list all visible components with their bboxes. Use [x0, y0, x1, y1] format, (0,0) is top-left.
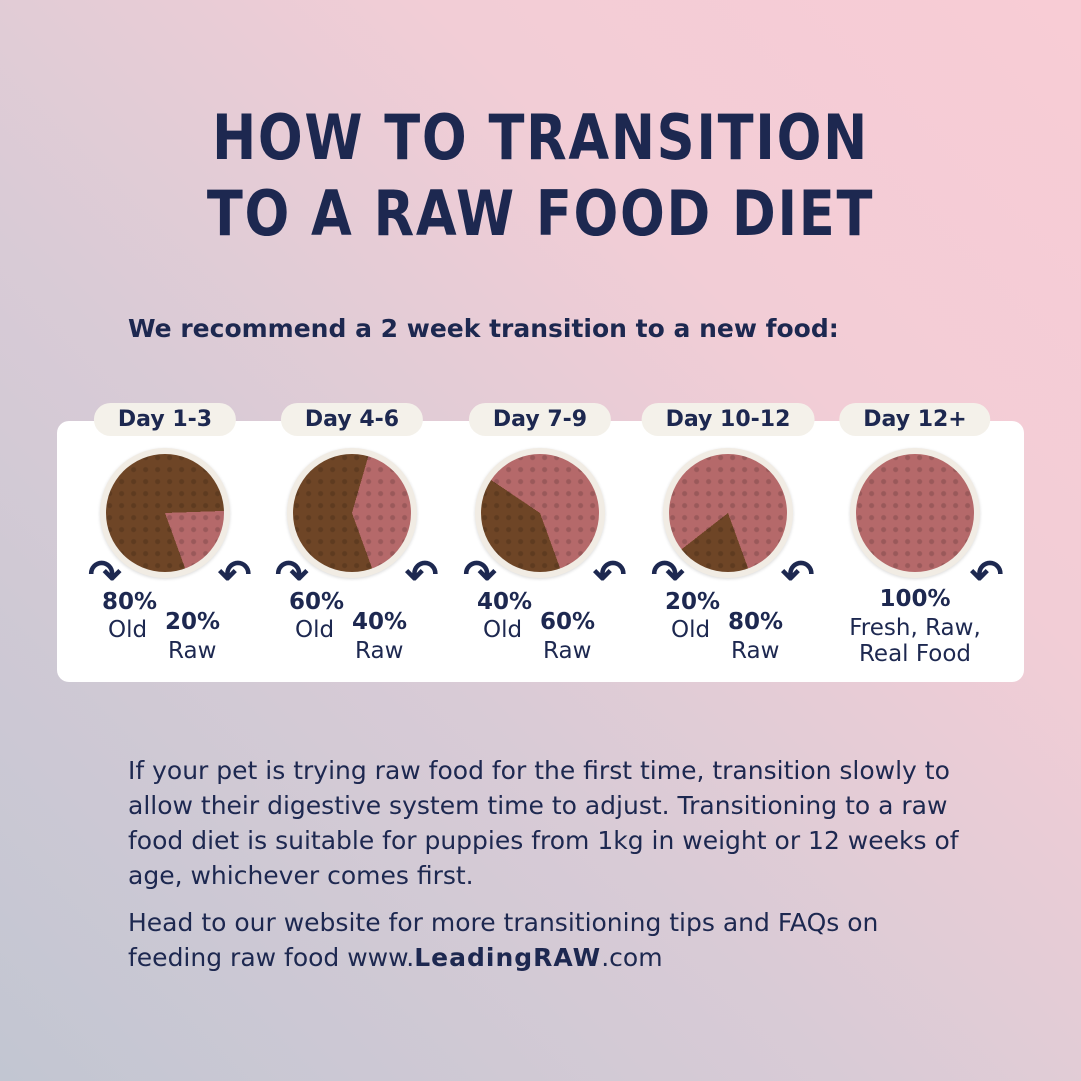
old-label: Old	[108, 617, 148, 643]
arrow-old-icon: ↷	[463, 553, 497, 597]
arrow-raw-icon: ↶	[781, 553, 815, 597]
arrow-old-icon: ↷	[275, 553, 309, 597]
stage-2: Day 4-6 ↷ 60% Old ↶ 40% Raw	[257, 403, 447, 673]
stage-3: Day 7-9 ↷ 40% Old ↶ 60% Raw	[445, 403, 635, 673]
old-percent: 20%	[665, 589, 721, 615]
raw-percent: 40%	[352, 609, 408, 635]
website-suffix: .com	[601, 943, 663, 972]
arrow-raw-icon: ↶	[218, 553, 252, 597]
stage-5: Day 12+ ↶ 100% Fresh, Raw, Real Food	[820, 403, 1010, 673]
subtitle: We recommend a 2 week transition to a ne…	[128, 314, 839, 343]
day-label: Day 12+	[839, 403, 991, 436]
raw-label: Raw	[168, 638, 217, 664]
page-title: HOW TO TRANSITION TO A RAW FOOD DIET	[81, 100, 1000, 252]
title-line-1: HOW TO TRANSITION	[212, 101, 869, 174]
food-bowl	[850, 448, 980, 578]
old-label: Old	[295, 617, 335, 643]
day-label: Day 4-6	[280, 403, 424, 436]
stage-4: Day 10-12 ↷ 20% Old ↶ 80% Raw	[633, 403, 823, 673]
stage-1: Day 1-3 ↷ 80% Old ↶ 20% Raw	[70, 403, 260, 673]
raw-percent: 80%	[728, 609, 784, 635]
website-text: Head to our website for more transitioni…	[128, 908, 879, 972]
title-line-2: TO A RAW FOOD DIET	[206, 177, 875, 250]
raw-percent: 60%	[540, 609, 596, 635]
raw-label: Raw	[731, 638, 780, 664]
arrow-old-icon: ↷	[651, 553, 685, 597]
raw-label: Fresh, Raw, Real Food	[849, 615, 981, 667]
food-bowl	[475, 448, 605, 578]
raw-label: Raw	[355, 638, 404, 664]
food-mix	[856, 454, 974, 572]
old-percent: 60%	[289, 589, 345, 615]
website-paragraph: Head to our website for more transitioni…	[128, 905, 948, 975]
arrow-raw-icon: ↶	[405, 553, 439, 597]
food-mix	[293, 454, 411, 572]
raw-label: Raw	[543, 638, 592, 664]
old-percent: 40%	[477, 589, 533, 615]
food-bowl	[100, 448, 230, 578]
old-label: Old	[483, 617, 523, 643]
day-label: Day 7-9	[468, 403, 612, 436]
food-bowl	[287, 448, 417, 578]
day-label: Day 10-12	[641, 403, 815, 436]
raw-percent: 100%	[879, 586, 951, 612]
website-link[interactable]: LeadingRAW	[414, 943, 602, 972]
arrow-raw-icon: ↶	[970, 553, 1004, 597]
raw-percent: 20%	[165, 609, 221, 635]
food-bowl	[663, 448, 793, 578]
food-mix	[669, 454, 787, 572]
day-label: Day 1-3	[93, 403, 237, 436]
arrow-raw-icon: ↶	[593, 553, 627, 597]
info-paragraph: If your pet is trying raw food for the f…	[128, 756, 959, 890]
old-percent: 80%	[102, 589, 158, 615]
arrow-old-icon: ↷	[88, 553, 122, 597]
food-mix	[106, 454, 224, 572]
old-label: Old	[671, 617, 711, 643]
food-mix	[481, 454, 599, 572]
